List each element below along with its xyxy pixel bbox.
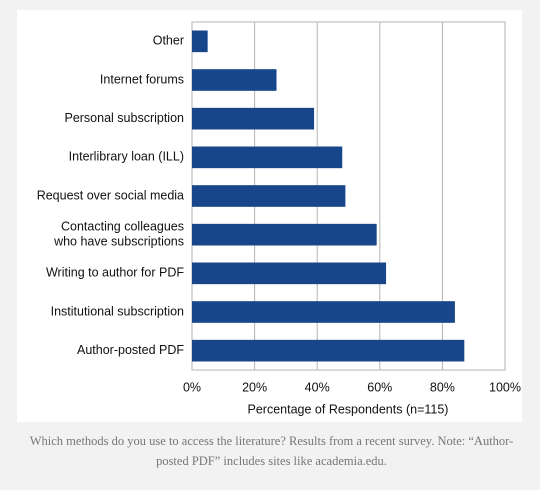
x-tick-label: 60% — [367, 380, 392, 394]
y-tick-label: Institutional subscription — [51, 304, 184, 318]
bar — [192, 30, 208, 53]
y-tick-label: Request over social media — [37, 188, 184, 202]
bar — [192, 107, 315, 130]
y-tick-label: Personal subscription — [64, 111, 184, 125]
bar — [192, 301, 455, 323]
x-tick-label: 0% — [183, 380, 201, 394]
caption: Which methods do you use to access the l… — [29, 434, 514, 468]
y-tick-label: who have subscriptions — [53, 234, 184, 248]
bar — [192, 146, 343, 169]
x-tick-label: 100% — [489, 380, 521, 394]
y-tick-label: Interlibrary loan (ILL) — [69, 150, 184, 164]
x-tick-label: 80% — [430, 380, 455, 394]
y-tick-label: Author-posted PDF — [77, 343, 184, 357]
y-tick-label: Internet forums — [100, 72, 184, 86]
y-tick-label: Other — [153, 34, 184, 48]
x-tick-label: 40% — [305, 380, 330, 394]
bar — [192, 223, 377, 246]
chart: Percentage of Respondents (n=115) 0% 20% 4… — [17, 10, 522, 422]
bar — [192, 185, 346, 207]
y-tick-label: Writing to author for PDF — [46, 266, 184, 280]
bar — [192, 262, 387, 285]
bar — [192, 69, 277, 91]
x-tick-label: 20% — [242, 380, 267, 394]
x-axis-title: Percentage of Respondents (n=115) — [248, 402, 449, 416]
y-tick-label: Contacting colleagues — [61, 219, 184, 233]
bar — [192, 339, 465, 362]
